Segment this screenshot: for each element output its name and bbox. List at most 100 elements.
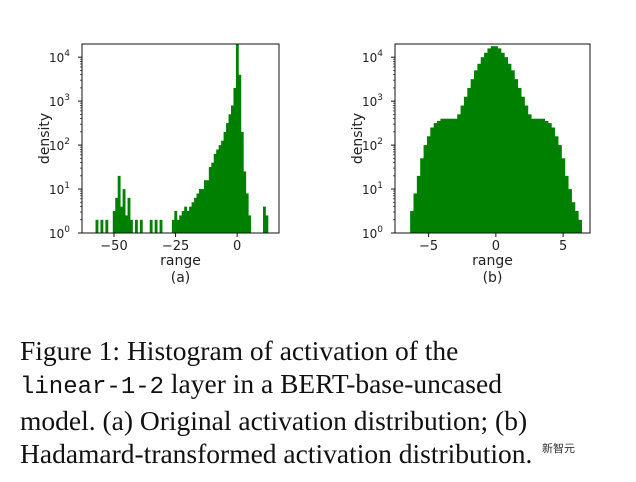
x-axis-label: range	[160, 253, 201, 269]
y-tick-label: 101	[362, 181, 383, 197]
histogram-bar	[447, 118, 451, 233]
histogram-bar	[240, 131, 244, 233]
histogram-bar	[115, 197, 119, 233]
histogram-bar	[125, 215, 128, 233]
histogram-bar	[564, 175, 569, 233]
histogram-bar	[474, 70, 478, 233]
histogram-bar	[524, 105, 529, 233]
y-tick-label: 101	[49, 181, 70, 197]
x-tick-label: −5	[419, 239, 438, 254]
histogram-bar	[120, 206, 124, 233]
histogram-bar	[517, 87, 522, 233]
histogram-bar	[416, 175, 421, 233]
histogram-bar	[221, 140, 224, 233]
x-tick-label: −25	[162, 239, 189, 254]
caption-line-2: linear-1-2 layer in a BERT-base-uncased	[20, 367, 620, 404]
histogram-bar	[134, 219, 138, 233]
y-tick-label: 102	[49, 137, 70, 153]
histogram-bar	[174, 211, 178, 233]
histogram-bar	[194, 197, 197, 233]
histogram-bar	[265, 215, 269, 233]
histogram-bar	[443, 118, 448, 233]
histogram-bar	[206, 180, 210, 233]
axes-frame	[394, 43, 591, 234]
histogram-bar	[561, 158, 566, 233]
histogram-bar	[480, 57, 485, 233]
histogram-bar	[154, 219, 158, 233]
histogram-bar	[500, 52, 505, 234]
histogram-bar	[213, 153, 217, 233]
histogram-bar	[544, 120, 549, 233]
y-tick-label: 103	[362, 93, 383, 109]
histogram-bar	[504, 57, 509, 233]
histogram-bar	[507, 63, 512, 233]
histogram-bar	[571, 202, 576, 233]
histogram-bar	[558, 145, 562, 233]
histogram-bar	[490, 46, 495, 233]
histogram-bar	[112, 211, 116, 233]
x-tick-label: 0	[233, 239, 241, 254]
histogram-bar	[420, 158, 424, 233]
y-tick-label: 102	[362, 137, 383, 153]
histogram-bar	[487, 48, 492, 233]
histogram-bar	[467, 87, 472, 233]
histogram-bar	[196, 193, 200, 233]
histogram-bar	[410, 211, 414, 233]
histogram-bar	[262, 206, 266, 233]
histogram-bar	[470, 79, 475, 234]
histogram-bar	[179, 215, 183, 233]
histogram-bar	[484, 52, 488, 234]
histogram-bar	[122, 189, 126, 233]
histogram-bar	[547, 123, 552, 233]
histogram-bar	[527, 114, 532, 233]
x-tick-label: −50	[100, 239, 127, 254]
histogram-bar	[248, 215, 252, 233]
figure-caption: Figure 1: Histogram of activation of the…	[20, 334, 620, 470]
histogram-bar	[208, 167, 212, 233]
histogram-bar	[176, 219, 180, 233]
histogram-bar	[235, 44, 239, 233]
histogram-panel-a: −50 −25 0 100 101 102 103 104 range(a) density	[37, 43, 280, 286]
histogram-bar	[477, 63, 482, 233]
histogram-bar	[430, 127, 435, 233]
y-axis-label: density	[37, 113, 53, 164]
histogram-bar	[551, 127, 556, 233]
histogram-bar	[521, 96, 525, 233]
y-tick-label: 104	[362, 49, 383, 65]
histogram-bar	[223, 131, 227, 233]
histogram-bar	[534, 118, 539, 233]
histogram-bar	[243, 171, 247, 233]
caption-line-4: Hadamard-transformed activation distribu…	[20, 438, 533, 469]
histogram-bar	[171, 219, 175, 233]
caption-line-1: Figure 1: Histogram of activation of the	[20, 335, 459, 366]
y-tick-label: 103	[49, 93, 70, 109]
histogram-bar	[245, 193, 249, 233]
y-tick-label: 100	[49, 225, 70, 241]
histogram-bar	[413, 193, 418, 233]
histogram-bar	[211, 162, 215, 233]
histogram-bar	[510, 70, 515, 233]
histogram-bar	[437, 120, 441, 233]
x-tick-label: 0	[492, 239, 500, 254]
histogram-bar	[494, 46, 498, 233]
histogram-bar	[186, 211, 190, 233]
histogram-bar	[423, 145, 428, 233]
x-axis-label: range	[472, 253, 513, 269]
histogram-bar	[537, 118, 542, 233]
histogram-bar	[568, 189, 572, 233]
axes-frame	[81, 43, 280, 234]
histogram-bar	[149, 219, 153, 233]
y-tick-label: 100	[362, 225, 383, 241]
watermark: 新智元	[540, 440, 577, 456]
histogram-bar	[105, 219, 109, 233]
histogram-bar	[189, 206, 192, 233]
y-tick-label: 104	[49, 49, 70, 65]
histogram-bar	[238, 74, 242, 233]
histogram-bar	[228, 114, 232, 233]
histogram-bar	[184, 206, 188, 233]
histogram-bar	[440, 118, 445, 233]
histogram-bar	[514, 79, 519, 234]
histogram-bar	[139, 219, 143, 233]
panel-sublabel: (b)	[483, 270, 503, 286]
